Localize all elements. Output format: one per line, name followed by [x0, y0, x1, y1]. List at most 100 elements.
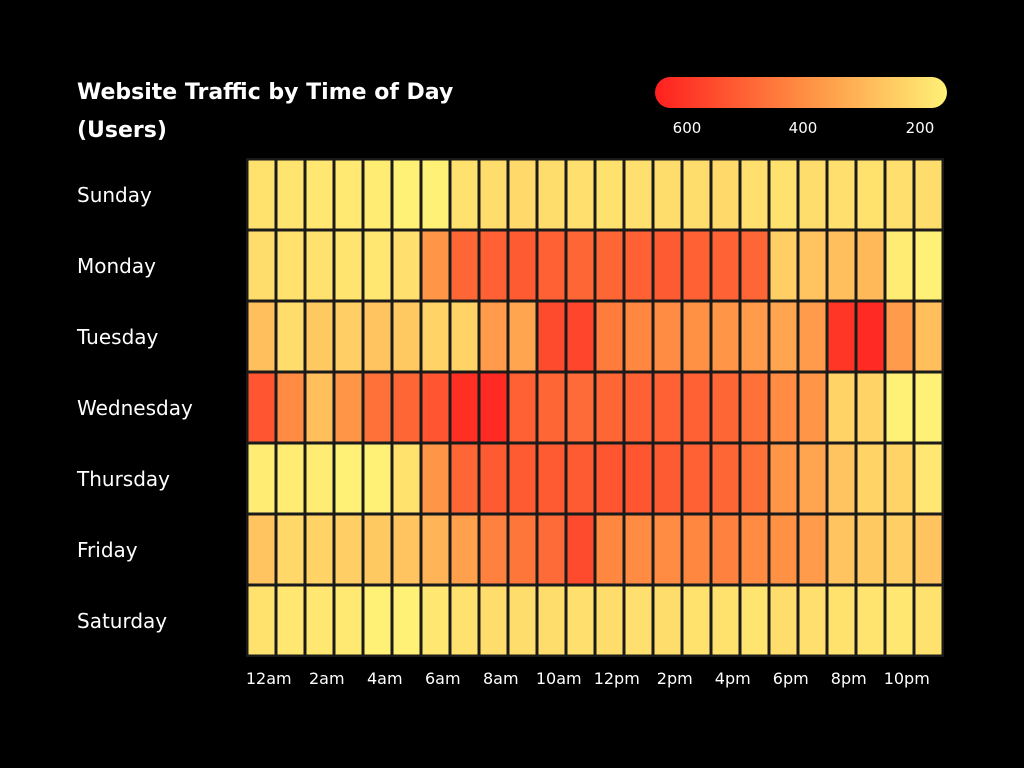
- heatmap-cell: [915, 302, 942, 371]
- heatmap-cell: [857, 515, 884, 584]
- heatmap-cell: [741, 231, 768, 300]
- heatmap-cell: [799, 373, 826, 442]
- heatmap-cell: [335, 373, 362, 442]
- heatmap-cell: [654, 302, 681, 371]
- x-tick-label: 4am: [366, 669, 403, 688]
- heatmap-cell: [509, 302, 536, 371]
- heatmap-cell: [683, 515, 710, 584]
- heatmap-cell: [451, 444, 478, 513]
- heatmap-cell: [741, 160, 768, 229]
- heatmap-cell: [451, 231, 478, 300]
- heatmap-cell: [828, 444, 855, 513]
- heatmap-cell: [857, 231, 884, 300]
- heatmap-cell: [480, 444, 507, 513]
- heatmap-cell: [770, 160, 797, 229]
- heatmap-cell: [393, 231, 420, 300]
- heatmap-cell: [741, 444, 768, 513]
- heatmap-cell: [277, 373, 304, 442]
- heatmap-cell: [277, 515, 304, 584]
- heatmap-cell: [248, 444, 275, 513]
- heatmap-cell: [741, 302, 768, 371]
- heatmap-cell: [538, 586, 565, 655]
- heatmap-cell: [451, 373, 478, 442]
- heatmap-cell: [915, 586, 942, 655]
- heatmap-cell: [364, 302, 391, 371]
- heatmap-cell: [770, 231, 797, 300]
- legend-tick-label: 600: [672, 119, 702, 137]
- heatmap-cell: [393, 373, 420, 442]
- heatmap-cell: [886, 231, 913, 300]
- row-label: Thursday: [77, 466, 170, 491]
- heatmap-cell: [306, 160, 333, 229]
- heatmap-cell: [886, 586, 913, 655]
- heatmap-cell: [857, 373, 884, 442]
- row-label: Saturday: [77, 608, 168, 633]
- heatmap-cell: [654, 586, 681, 655]
- heatmap-cell: [480, 373, 507, 442]
- heatmap-cell: [538, 160, 565, 229]
- heatmap-cell: [712, 586, 739, 655]
- heatmap-cell: [422, 160, 449, 229]
- heatmap-cell: [915, 515, 942, 584]
- heatmap-cell: [741, 515, 768, 584]
- heatmap-cell: [886, 444, 913, 513]
- heatmap-cell: [480, 231, 507, 300]
- heatmap-cell: [915, 373, 942, 442]
- heatmap-cell: [828, 160, 855, 229]
- heatmap-cell: [596, 302, 623, 371]
- x-tick-label: 8am: [482, 669, 519, 688]
- x-tick-label: 10pm: [883, 669, 930, 688]
- heatmap-cell: [857, 302, 884, 371]
- heatmap-cell: [799, 302, 826, 371]
- heatmap-cell: [770, 586, 797, 655]
- heatmap-cell: [306, 302, 333, 371]
- heatmap-cell: [625, 586, 652, 655]
- heatmap-cell: [683, 586, 710, 655]
- heatmap-cell: [248, 586, 275, 655]
- heatmap-cell: [654, 515, 681, 584]
- x-tick-label: 10am: [535, 669, 582, 688]
- heatmap-cell: [422, 586, 449, 655]
- heatmap-cell: [799, 231, 826, 300]
- heatmap-cell: [451, 160, 478, 229]
- heatmap-cell: [306, 515, 333, 584]
- heatmap-cell: [857, 444, 884, 513]
- heatmap-cell: [480, 302, 507, 371]
- heatmap-cell: [683, 160, 710, 229]
- heatmap-cell: [393, 302, 420, 371]
- heatmap-cell: [683, 231, 710, 300]
- x-tick-label: 4pm: [714, 669, 751, 688]
- heatmap-cell: [625, 302, 652, 371]
- heatmap-cell: [509, 160, 536, 229]
- heatmap-cell: [799, 444, 826, 513]
- heatmap-cell: [915, 444, 942, 513]
- row-label: Monday: [77, 253, 156, 278]
- heatmap-cell: [915, 160, 942, 229]
- heatmap-cell: [538, 302, 565, 371]
- x-tick-label: 12pm: [593, 669, 640, 688]
- heatmap-cell: [422, 444, 449, 513]
- heatmap-cell: [306, 444, 333, 513]
- heatmap-cell: [828, 373, 855, 442]
- heatmap-cell: [741, 373, 768, 442]
- heatmap-cell: [654, 231, 681, 300]
- heatmap-cell: [509, 515, 536, 584]
- heatmap-cell: [306, 231, 333, 300]
- heatmap-cell: [451, 586, 478, 655]
- heatmap-cell: [567, 586, 594, 655]
- heatmap-cell: [625, 160, 652, 229]
- heatmap-cell: [306, 373, 333, 442]
- heatmap-cell: [335, 515, 362, 584]
- heatmap-cell: [538, 373, 565, 442]
- heatmap-cell: [828, 302, 855, 371]
- heatmap-cell: [335, 586, 362, 655]
- heatmap-cell: [567, 231, 594, 300]
- heatmap-cell: [596, 373, 623, 442]
- heatmap-cell: [799, 160, 826, 229]
- heatmap-cell: [393, 586, 420, 655]
- heatmap-cell: [509, 231, 536, 300]
- heatmap-cell: [712, 515, 739, 584]
- heatmap-cell: [567, 302, 594, 371]
- heatmap-cell: [567, 444, 594, 513]
- heatmap-cell: [567, 515, 594, 584]
